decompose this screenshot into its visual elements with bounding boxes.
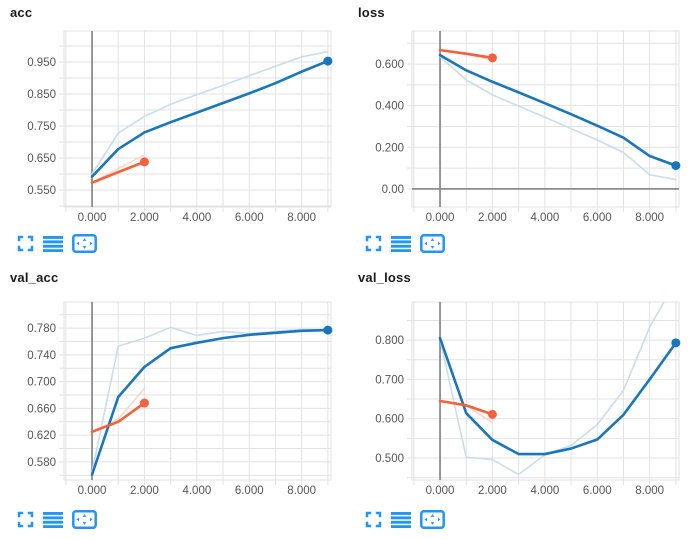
- y-tick-label: 0.600: [375, 414, 404, 426]
- chart-toolbar: [365, 234, 445, 253]
- x-tick-label: 2.000: [130, 212, 159, 224]
- run1-raw-line: [439, 55, 677, 181]
- x-tick-label: 0.000: [426, 212, 455, 224]
- chart-plot-loss[interactable]: 0.00 0.200 0.400 0.600 0.000 2.000 4.000 6.000 8…: [348, 0, 695, 260]
- fullscreen-icon[interactable]: [17, 235, 34, 252]
- y-tick-label: 0.750: [27, 121, 56, 133]
- x-tick-label: 8.000: [287, 485, 316, 497]
- fit-to-data-icon[interactable]: [420, 234, 445, 253]
- y-tick-label: 0.780: [27, 323, 56, 335]
- run2-smoothed-line: [90, 160, 146, 184]
- x-tick-label: 2.000: [478, 212, 507, 224]
- run1-raw-line: [91, 326, 329, 473]
- x-tick-label: 6.000: [583, 212, 612, 224]
- chart-title: val_loss: [358, 270, 411, 285]
- chart-plot-val-loss[interactable]: 0.500 0.600 0.700 0.800 0.000 2.000 4.000 6.000…: [348, 260, 695, 539]
- y-tick-label: 0.620: [27, 430, 56, 442]
- y-tick-label: 0.580: [27, 457, 56, 469]
- plot-border: [411, 301, 680, 481]
- fit-to-data-icon[interactable]: [420, 510, 445, 529]
- chart-toolbar: [365, 510, 445, 529]
- fit-to-data-icon[interactable]: [72, 234, 97, 253]
- fit-to-data-icon[interactable]: [72, 510, 97, 529]
- y-tick-label: 0.700: [27, 377, 56, 389]
- run2-smoothed-line: [438, 48, 494, 60]
- x-tick-label: 0.000: [78, 212, 107, 224]
- fullscreen-icon[interactable]: [365, 511, 382, 528]
- y-tick-label: 0.400: [375, 101, 404, 113]
- horizontal-bars-icon[interactable]: [391, 235, 411, 252]
- chart-title: loss: [358, 5, 385, 20]
- run2-smoothed-line: [90, 401, 146, 434]
- x-tick-label: 8.000: [287, 212, 316, 224]
- run2-smoothed-endpoint-dot: [487, 53, 497, 63]
- run2-smoothed-endpoint-dot: [139, 398, 149, 408]
- chart-title: val_acc: [10, 270, 59, 285]
- y-tick-label: 0.850: [27, 89, 56, 101]
- chart-toolbar: [17, 234, 97, 253]
- x-tick-label: 4.000: [530, 485, 559, 497]
- fullscreen-icon[interactable]: [17, 511, 34, 528]
- x-tick-label: 8.000: [635, 212, 664, 224]
- y-tick-label: 0.00: [382, 184, 404, 196]
- x-tick-label: 8.000: [635, 485, 664, 497]
- y-tick-label: 0.650: [27, 153, 56, 165]
- y-tick-label: 0.950: [27, 57, 56, 69]
- y-tick-label: 0.550: [27, 185, 56, 197]
- chart-title: acc: [10, 5, 33, 20]
- x-tick-label: 2.000: [130, 485, 159, 497]
- chart-plot-acc[interactable]: 0.550 0.650 0.750 0.850 0.950 0.000 2.000 4.000…: [0, 0, 348, 260]
- y-tick-label: 0.700: [375, 374, 404, 386]
- chart-card-loss: loss 0.00 0.200 0.400 0.600 0.000 2.000 4.000 6…: [348, 0, 695, 260]
- run1-raw-line: [439, 302, 665, 476]
- x-tick-label: 4.000: [182, 485, 211, 497]
- x-tick-label: 2.000: [478, 485, 507, 497]
- run1-smoothed-line: [90, 328, 330, 476]
- y-tick-label: 0.200: [375, 142, 404, 154]
- x-tick-label: 0.000: [78, 485, 107, 497]
- plot-border: [411, 30, 680, 208]
- run1-smoothed-endpoint-dot: [323, 325, 333, 335]
- y-tick-label: 0.660: [27, 403, 56, 415]
- x-tick-label: 4.000: [182, 212, 211, 224]
- run1-smoothed-line: [438, 53, 678, 167]
- plot-border: [63, 30, 332, 208]
- run1-smoothed-line: [90, 59, 330, 178]
- x-tick-label: 6.000: [235, 212, 264, 224]
- horizontal-bars-icon[interactable]: [391, 511, 411, 528]
- x-tick-label: 0.000: [426, 485, 455, 497]
- chart-plot-val-acc[interactable]: 0.580 0.620 0.660 0.700 0.740 0.780 0.000 2.000…: [0, 260, 348, 539]
- run1-smoothed-endpoint-dot: [671, 338, 681, 348]
- x-tick-label: 6.000: [235, 485, 264, 497]
- run2-smoothed-endpoint-dot: [139, 157, 149, 167]
- run1-smoothed-endpoint-dot: [323, 56, 333, 66]
- horizontal-bars-icon[interactable]: [43, 235, 63, 252]
- x-tick-label: 6.000: [583, 485, 612, 497]
- run1-smoothed-endpoint-dot: [671, 161, 681, 171]
- chart-card-acc: acc 0.550 0.650 0.750 0.850 0.950 0.000 2.000 4…: [0, 0, 348, 260]
- run2-smoothed-endpoint-dot: [487, 409, 497, 419]
- y-tick-label: 0.600: [375, 59, 404, 71]
- chart-card-val-acc: val_acc 0.580 0.620 0.660 0.700 0.740 0.780 0.…: [0, 260, 348, 539]
- run2-smoothed-line: [438, 399, 494, 416]
- run1-smoothed-line: [438, 336, 678, 456]
- horizontal-bars-icon[interactable]: [43, 511, 63, 528]
- fullscreen-icon[interactable]: [365, 235, 382, 252]
- y-tick-label: 0.500: [375, 453, 404, 465]
- y-tick-label: 0.800: [375, 335, 404, 347]
- x-tick-label: 4.000: [530, 212, 559, 224]
- plot-border: [63, 301, 332, 481]
- y-tick-label: 0.740: [27, 350, 56, 362]
- chart-toolbar: [17, 510, 97, 529]
- chart-card-val-loss: val_loss 0.500 0.600 0.700 0.800 0.000 2.000 4…: [348, 260, 695, 539]
- run1-raw-line: [91, 50, 329, 175]
